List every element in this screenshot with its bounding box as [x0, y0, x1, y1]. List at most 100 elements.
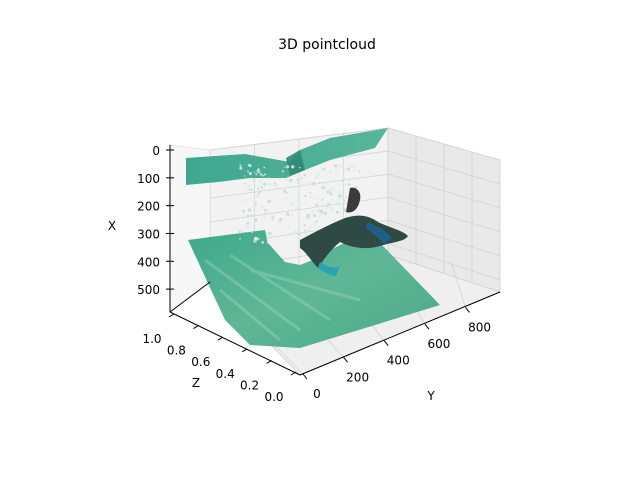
bubble-point [316, 198, 318, 200]
floor-light-streaks [204, 253, 361, 342]
bubble-point [264, 212, 267, 215]
bubble-point [290, 213, 294, 217]
bubble-point [290, 202, 295, 206]
y-tick-4 [465, 307, 470, 313]
bubble-point [305, 213, 308, 216]
bubble-point [266, 237, 270, 241]
bubble-point [336, 200, 340, 205]
y-tick-label-4: 800 [468, 320, 491, 334]
bubble-point [329, 188, 333, 192]
bubble-point [254, 202, 257, 205]
bubble-point [303, 229, 307, 232]
bubble-point [341, 165, 344, 167]
bubble-point [347, 183, 351, 186]
bubble-point [271, 181, 273, 184]
bubble-point [325, 207, 328, 210]
z-tick-label-0: 0.0 [264, 390, 283, 404]
swimmer [300, 187, 408, 276]
bubble-point [331, 178, 335, 182]
bubble-point [334, 171, 339, 176]
bubble-point [303, 173, 307, 177]
chart-title: 3D pointcloud [278, 37, 376, 53]
bubble-point [309, 196, 313, 199]
bubble-point [313, 175, 318, 180]
bubble-point [294, 187, 297, 190]
y-tick-label-0: 0 [313, 387, 321, 401]
bubble-point [266, 210, 268, 213]
bubble-point [334, 165, 336, 167]
x-tick-label-2: 200 [137, 200, 160, 214]
bubble-point [253, 239, 257, 243]
bubble-point [337, 197, 341, 201]
bubble-point [358, 169, 361, 173]
bubble-point [266, 240, 271, 244]
bubble-point [300, 177, 303, 180]
bubble-point [250, 187, 255, 192]
bubble-point [322, 213, 324, 215]
bubble-point [253, 236, 257, 240]
bubble-point [309, 225, 313, 229]
bubble-point [315, 171, 318, 174]
bubble-point [296, 198, 300, 202]
bubble-point [330, 186, 332, 188]
y-axis-label: Y [426, 389, 435, 403]
bubble-point [274, 184, 278, 187]
bubble-point [277, 187, 279, 189]
bubble-point [298, 203, 301, 206]
bubble-point [328, 171, 331, 173]
bubble-point [259, 172, 263, 176]
bubble-point [347, 167, 351, 171]
bubble-point [338, 194, 342, 198]
x-tick-label-0: 0 [152, 144, 160, 158]
bubble-point [239, 164, 242, 167]
z-tick-label-2: 0.4 [216, 367, 235, 381]
bubble-point [335, 210, 339, 214]
bubble-point [257, 237, 260, 241]
bubble-point [239, 237, 241, 240]
bubble-point [248, 172, 252, 176]
bubble-point [307, 228, 311, 232]
bubble-point [330, 197, 333, 200]
point-cloud [186, 128, 440, 348]
bubble-point [330, 208, 335, 212]
bubble-point [248, 188, 252, 191]
bubble-point [319, 181, 321, 184]
z-tick-0 [290, 371, 297, 376]
bubble-point [263, 166, 266, 169]
z-axis-line-front [169, 311, 301, 376]
z-tick-label-3: 0.6 [191, 355, 210, 369]
bubble-point [326, 204, 330, 208]
bubble-point [298, 195, 300, 197]
bubble-point [353, 169, 356, 172]
bubble-point [297, 182, 299, 184]
bubble-point [253, 181, 256, 184]
bubble-point [306, 215, 310, 219]
bubble-point [257, 190, 261, 195]
bubble-point [341, 207, 343, 209]
bubble-point [338, 164, 342, 169]
bubble-points [238, 163, 361, 245]
bubble-point [249, 214, 253, 217]
bubble-point [336, 183, 340, 186]
bubble-point [343, 199, 346, 202]
y-tick-label-1: 200 [346, 370, 369, 384]
bubble-point [242, 209, 246, 213]
bubble-point [262, 174, 264, 177]
bubble-point [281, 170, 284, 173]
y-tick-3 [424, 323, 430, 330]
bubble-point [247, 225, 251, 229]
bubble-point [344, 182, 347, 185]
bubble-point [261, 241, 264, 244]
bubble-point [329, 192, 333, 196]
bubble-point [243, 175, 246, 177]
bubble-point [257, 187, 260, 190]
x-axis-label: X [108, 219, 116, 233]
bubble-point [288, 178, 293, 183]
bubble-point [284, 166, 286, 169]
bubble-point [338, 190, 343, 194]
bubble-point [247, 184, 252, 188]
bubble-point [357, 180, 359, 182]
bubble-point [290, 231, 295, 236]
y-tick-label-3: 600 [427, 337, 450, 351]
bubble-point [256, 169, 261, 174]
